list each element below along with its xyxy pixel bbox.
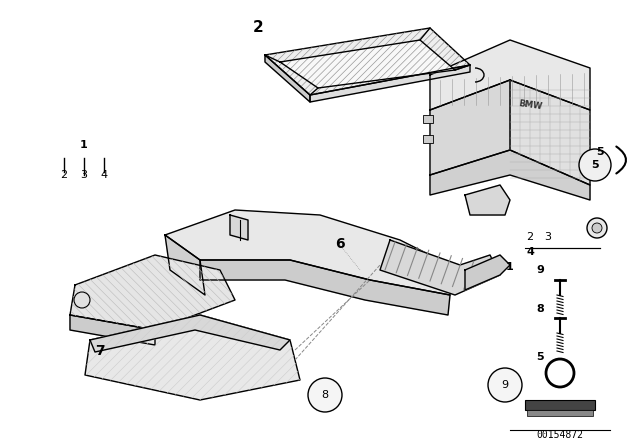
Circle shape: [308, 378, 342, 412]
Text: 8: 8: [321, 390, 328, 400]
Circle shape: [74, 292, 90, 308]
Polygon shape: [310, 65, 470, 102]
Polygon shape: [280, 40, 455, 88]
Polygon shape: [510, 80, 590, 185]
Polygon shape: [465, 255, 510, 290]
Text: 6: 6: [335, 237, 345, 251]
Text: BMW: BMW: [518, 99, 543, 111]
Text: 5: 5: [536, 352, 544, 362]
Text: 1: 1: [80, 140, 88, 150]
Bar: [423, 115, 433, 123]
Text: 8: 8: [536, 304, 544, 314]
Text: 1: 1: [506, 262, 514, 272]
Polygon shape: [430, 80, 510, 175]
Polygon shape: [200, 260, 450, 315]
Text: 7: 7: [95, 344, 105, 358]
Polygon shape: [90, 315, 290, 352]
Circle shape: [488, 368, 522, 402]
Text: 00154872: 00154872: [536, 430, 584, 440]
Polygon shape: [265, 55, 310, 102]
Polygon shape: [70, 315, 155, 345]
Polygon shape: [85, 315, 300, 400]
Bar: [527, 410, 593, 416]
Polygon shape: [230, 215, 248, 240]
Text: 5: 5: [591, 160, 599, 170]
Polygon shape: [430, 150, 590, 200]
Text: 4: 4: [526, 247, 534, 257]
Text: 3: 3: [81, 170, 88, 180]
Text: 9: 9: [536, 265, 544, 275]
Text: 2: 2: [253, 20, 264, 35]
Polygon shape: [165, 210, 460, 295]
Text: 2: 2: [60, 170, 68, 180]
Text: 2: 2: [527, 232, 534, 242]
Bar: [525, 400, 595, 410]
Circle shape: [592, 223, 602, 233]
Circle shape: [579, 149, 611, 181]
Text: 3: 3: [545, 232, 552, 242]
Polygon shape: [165, 235, 205, 295]
Bar: [423, 135, 433, 143]
Polygon shape: [265, 28, 470, 95]
Polygon shape: [465, 185, 510, 215]
Polygon shape: [70, 255, 235, 330]
Text: 9: 9: [501, 380, 509, 390]
Polygon shape: [430, 40, 590, 110]
Text: 4: 4: [100, 170, 108, 180]
Circle shape: [587, 218, 607, 238]
Text: 5: 5: [596, 147, 604, 157]
Polygon shape: [380, 240, 500, 295]
